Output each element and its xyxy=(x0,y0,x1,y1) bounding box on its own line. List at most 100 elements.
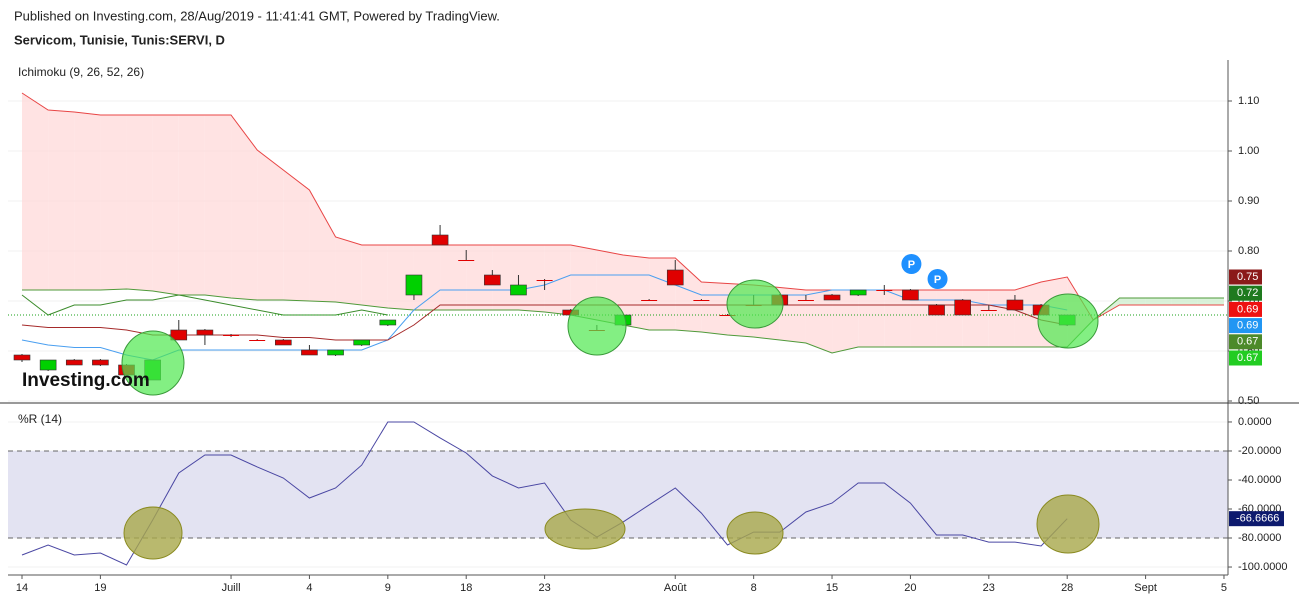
pane-title: Ichimoku (9, 26, 52, 26) xyxy=(18,65,144,79)
cloud-segment xyxy=(805,290,833,353)
x-tick-label: 28 xyxy=(1061,582,1073,594)
cloud-segment xyxy=(309,190,336,302)
candle-body xyxy=(196,329,214,336)
price-badge xyxy=(1229,334,1262,350)
price-badge-label: 0.69 xyxy=(1237,320,1258,332)
cloud-segment xyxy=(178,115,205,295)
y-tick-label: 0.50 xyxy=(1238,395,1259,407)
cloud-segment xyxy=(884,290,911,347)
cloud-segment xyxy=(48,110,75,290)
value-badge-label: -66.6666 xyxy=(1236,513,1279,525)
cloud-segment xyxy=(910,290,937,347)
x-tick-label: 18 xyxy=(460,582,472,594)
price-badge-label: 0.75 xyxy=(1237,271,1258,283)
cloud-segment xyxy=(649,258,676,330)
x-tick-label: 20 xyxy=(904,582,916,594)
candle-body xyxy=(301,349,318,356)
symbol-title: Servicom, Tunisie, Tunis:SERVI, D xyxy=(14,32,225,47)
x-tick-label: Juill xyxy=(222,582,241,594)
cloud-segment xyxy=(440,245,467,310)
price-badge-label: 0.72 xyxy=(1237,287,1258,299)
event-marker xyxy=(927,269,948,289)
cloud-segment xyxy=(1145,298,1172,305)
cloud-segment xyxy=(622,255,650,330)
event-marker xyxy=(901,254,922,274)
price-badge-label: 0.67 xyxy=(1237,352,1258,364)
highlight xyxy=(544,508,626,550)
price-badge xyxy=(1229,301,1262,317)
price-badge-label: 0.69 xyxy=(1237,303,1258,315)
highlight xyxy=(567,296,627,356)
cloud-segment xyxy=(257,150,284,300)
highlight xyxy=(726,511,784,555)
y-tick-label: -40.0000 xyxy=(1238,474,1281,486)
candle-body xyxy=(274,339,292,346)
cloud-segment xyxy=(361,245,388,308)
x-tick-label: 8 xyxy=(751,582,757,594)
candle-body xyxy=(39,359,57,371)
cloud-segment xyxy=(1197,298,1224,305)
candle-body xyxy=(928,304,945,316)
price-badge xyxy=(1229,285,1262,301)
candle-body xyxy=(666,269,684,286)
y-tick-label: 0.80 xyxy=(1238,245,1259,257)
candle-body xyxy=(719,315,736,316)
cloud-segment xyxy=(701,282,728,335)
x-tick-label: 23 xyxy=(983,582,995,594)
indicator-line xyxy=(21,304,1068,341)
highlight xyxy=(726,279,784,329)
y-tick-label: -20.0000 xyxy=(1238,445,1281,457)
x-tick-label: 23 xyxy=(538,582,550,594)
candle-body xyxy=(1006,299,1024,311)
candle-body xyxy=(693,300,710,301)
cloud-segment xyxy=(283,170,310,301)
candle-body xyxy=(797,300,814,301)
x-tick-label: Août xyxy=(664,582,687,594)
price-badge xyxy=(1229,350,1262,366)
cloud-segment xyxy=(231,115,258,300)
highlight xyxy=(1036,494,1100,554)
candle-body xyxy=(170,329,188,341)
cloud-segment xyxy=(858,290,885,347)
price-badge-label: 0.67 xyxy=(1237,336,1258,348)
indicator-line xyxy=(21,92,1224,321)
candle-body xyxy=(353,339,370,346)
published-note: Published on Investing.com, 28/Aug/2019 … xyxy=(14,8,500,23)
y-tick-label: -100.0000 xyxy=(1238,561,1288,573)
y-tick-label: 0.90 xyxy=(1238,195,1259,207)
cloud-segment xyxy=(100,115,127,290)
candle-body xyxy=(849,289,867,296)
candle-body xyxy=(458,260,475,261)
candle-body xyxy=(327,349,344,356)
cloud-segment xyxy=(22,93,49,290)
value-badge xyxy=(1229,511,1284,527)
logo: Investing.com xyxy=(22,370,150,391)
candle-body xyxy=(980,310,997,311)
candle-body xyxy=(431,234,449,246)
cloud-segment xyxy=(988,290,1015,347)
event-marker-label: P xyxy=(934,274,941,286)
price-badge xyxy=(1229,318,1262,334)
cloud-segment xyxy=(204,115,232,298)
y-tick-label: 1.00 xyxy=(1238,145,1259,157)
candle-body xyxy=(223,335,240,336)
x-tick-label: 9 xyxy=(385,582,391,594)
x-tick-label: 15 xyxy=(826,582,838,594)
candle-body xyxy=(13,354,31,361)
candle-body xyxy=(536,280,553,281)
overlay: 14 19 Juill 4 9 18 23 Août 8 15 20 23 28 Sept 5 0.50 0.6… xyxy=(16,95,1288,594)
cloud-segment xyxy=(936,290,963,347)
cloud-segment xyxy=(675,258,702,332)
x-tick-label: 5 xyxy=(1221,582,1227,594)
candle-body xyxy=(484,274,501,286)
x-tick-label: 19 xyxy=(94,582,106,594)
cloud-segment xyxy=(962,290,989,347)
cloud-segment xyxy=(1119,298,1146,305)
highlight xyxy=(121,330,185,396)
cloud-segment xyxy=(466,245,493,310)
price-badge xyxy=(1229,269,1262,285)
cloud-segment xyxy=(126,115,153,291)
cloud-segment xyxy=(152,115,179,295)
y-tick-label: -80.0000 xyxy=(1238,532,1281,544)
